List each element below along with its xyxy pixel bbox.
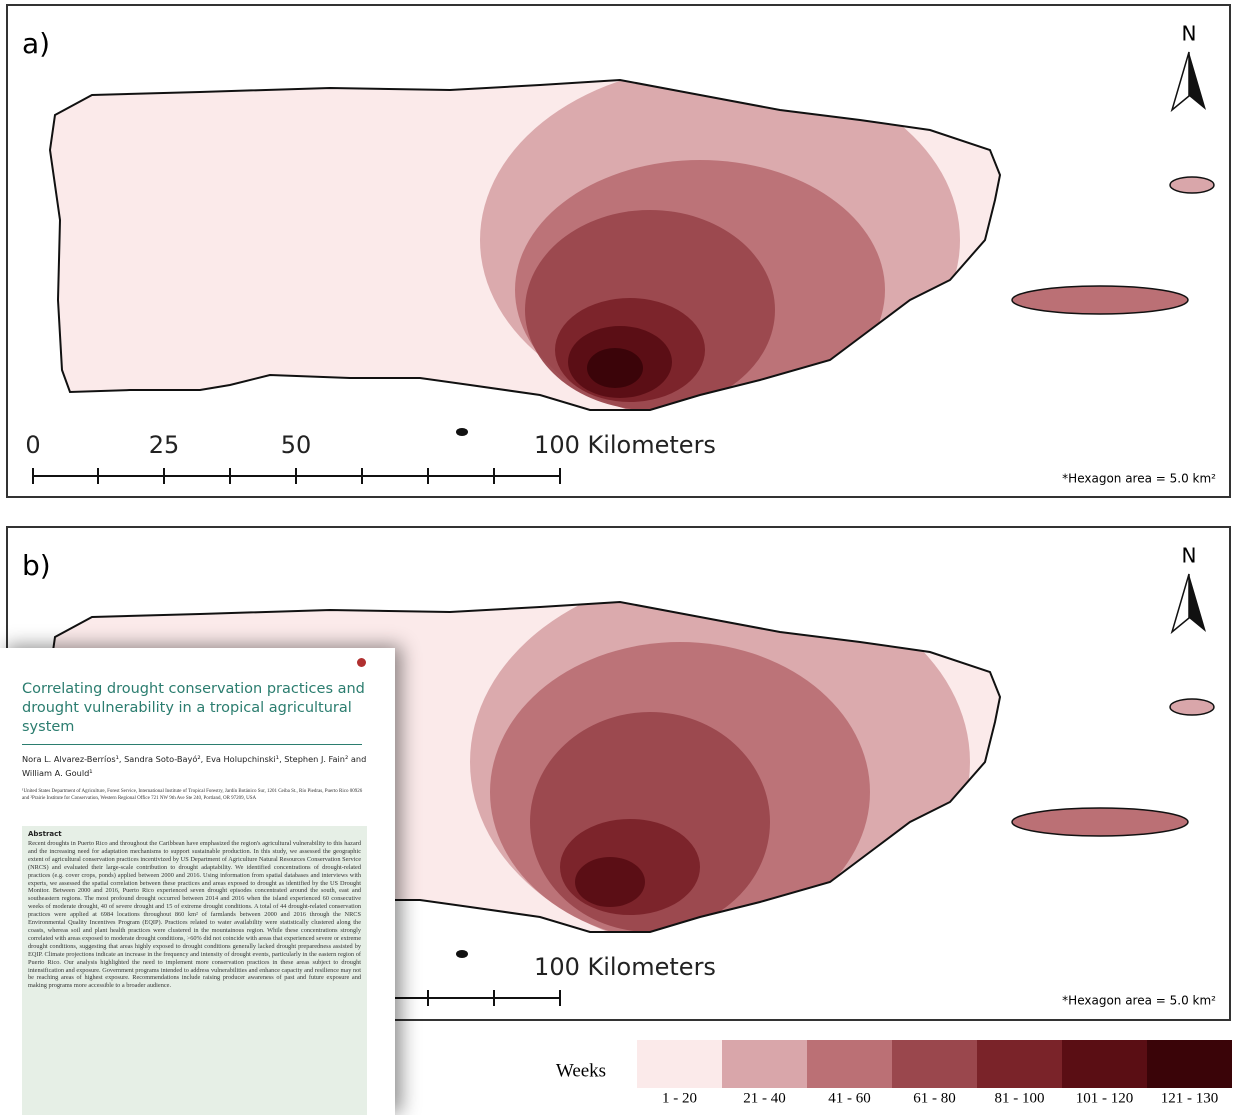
paper-authors: Nora L. Alvarez-Berríos¹, Sandra Soto-Ba… — [22, 752, 367, 780]
caja-de-muertos — [456, 950, 468, 958]
abstract-text: Recent droughts in Puerto Rico and throu… — [28, 840, 361, 990]
legend-swatch — [892, 1040, 977, 1088]
journal-icon — [357, 658, 366, 667]
paper-title: Correlating drought conservation practic… — [22, 680, 372, 737]
legend-swatch — [977, 1040, 1062, 1088]
legend-swatch — [722, 1040, 807, 1088]
paper-affiliations: ¹United States Department of Agriculture… — [22, 788, 367, 802]
scale-label: 100 Kilometers — [534, 431, 716, 459]
legend-label: 1 - 20 — [662, 1090, 697, 1106]
scale-label: 100 Kilometers — [534, 953, 716, 981]
panel-label: b) — [22, 549, 51, 582]
north-label: N — [1182, 22, 1197, 46]
legend-title: Weeks — [556, 1060, 606, 1081]
abstract-heading: Abstract — [28, 830, 361, 838]
drought-zone — [575, 857, 645, 907]
legend-label: 41 - 60 — [828, 1090, 871, 1106]
vieques — [1012, 286, 1188, 314]
legend-swatch — [637, 1040, 722, 1088]
legend-swatch — [807, 1040, 892, 1088]
rule — [22, 744, 362, 745]
culebra — [1170, 699, 1214, 715]
culebra — [1170, 177, 1214, 193]
scale-label: 25 — [149, 431, 180, 459]
abstract-box: Abstract Recent droughts in Puerto Rico … — [22, 826, 367, 1115]
hexagon-note: *Hexagon area = 5.0 km² — [1062, 472, 1216, 486]
vieques — [1012, 808, 1188, 836]
caja-de-muertos — [456, 428, 468, 436]
legend-label: 61 - 80 — [913, 1090, 956, 1106]
legend-label: 101 - 120 — [1076, 1090, 1134, 1106]
legend-swatch — [1147, 1040, 1232, 1088]
legend-label: 21 - 40 — [743, 1090, 786, 1106]
hexagon-note: *Hexagon area = 5.0 km² — [1062, 994, 1216, 1008]
paper-overlay: Correlating drought conservation practic… — [0, 648, 395, 1115]
page: a) N *Hexagon area = 5.0 km² 0 25 50 100 Kilom… — [0, 0, 1235, 1115]
legend-label: 81 - 100 — [995, 1090, 1045, 1106]
legend-label: 121 - 130 — [1161, 1090, 1219, 1106]
legend-swatch — [1062, 1040, 1147, 1088]
panel-label: a) — [22, 27, 50, 60]
north-label: N — [1182, 544, 1197, 568]
drought-zone — [587, 348, 643, 388]
scale-label: 0 — [25, 431, 40, 459]
scale-label: 50 — [281, 431, 312, 459]
